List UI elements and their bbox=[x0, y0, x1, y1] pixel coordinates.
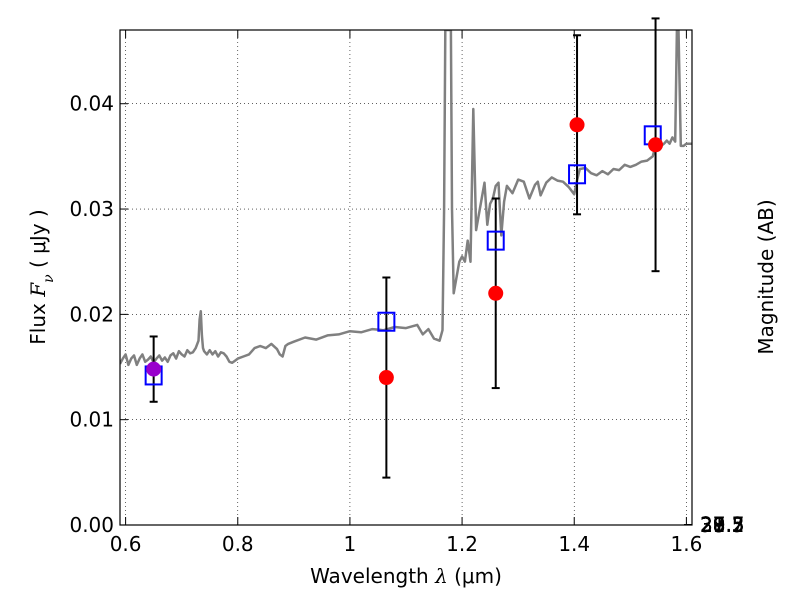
x-tick-label: 0.6 bbox=[110, 532, 142, 556]
ticks: 0.6 0.8 1 1.2 1.4 1.6 0.00 0.01 0.02 0.03 0.04 27.3… bbox=[69, 30, 745, 556]
observed-point bbox=[378, 370, 394, 386]
observed-point bbox=[648, 137, 664, 153]
model-square bbox=[486, 230, 505, 251]
x-tick-label: 0.8 bbox=[222, 532, 254, 556]
x-tick-label: 1 bbox=[344, 532, 357, 556]
observed-point bbox=[146, 361, 162, 377]
x-axis-label: Wavelength λ (μm) bbox=[310, 564, 502, 588]
observed-point bbox=[569, 117, 585, 133]
y-tick-label: 0.02 bbox=[69, 302, 114, 326]
right-tick-label: 29 bbox=[700, 513, 725, 537]
observed-photometry-layer bbox=[146, 117, 664, 386]
right-tick-label: 27.7 bbox=[700, 513, 745, 537]
y-tick-label: 0.01 bbox=[69, 408, 114, 432]
model-square bbox=[377, 311, 396, 332]
y-axis-label: Flux Fν ( μJy ) bbox=[26, 209, 57, 344]
right-tick-label: 27.5 bbox=[700, 513, 745, 537]
errorbar-layer bbox=[149, 17, 660, 479]
right-tick-label: 28 bbox=[700, 513, 725, 537]
x-tick-label: 1.2 bbox=[446, 532, 478, 556]
right-tick-label: 28.2 bbox=[700, 513, 745, 537]
spectrum-layer bbox=[120, 30, 692, 367]
x-tick-label: 1.6 bbox=[670, 532, 702, 556]
model-square bbox=[568, 164, 587, 185]
y-tick-label: 0.00 bbox=[69, 513, 114, 537]
right-tick-label: 27.3 bbox=[700, 513, 745, 537]
observed-point bbox=[488, 285, 504, 301]
x-tick-label: 1.4 bbox=[558, 532, 590, 556]
right-tick-label: 31 bbox=[700, 513, 725, 537]
plot-frame bbox=[119, 29, 693, 526]
spectrum-line bbox=[120, 30, 692, 367]
y-tick-label: 0.03 bbox=[69, 197, 114, 221]
y-tick-label: 0.04 bbox=[69, 92, 114, 116]
grid bbox=[120, 30, 692, 526]
right-axis-label: Magnitude (AB) bbox=[754, 199, 778, 354]
right-tick-label: 30 bbox=[700, 513, 725, 537]
right-tick-label: 29.5 bbox=[700, 513, 745, 537]
model-photometry-layer bbox=[144, 125, 662, 386]
right-tick-label: 28.5 bbox=[700, 513, 745, 537]
